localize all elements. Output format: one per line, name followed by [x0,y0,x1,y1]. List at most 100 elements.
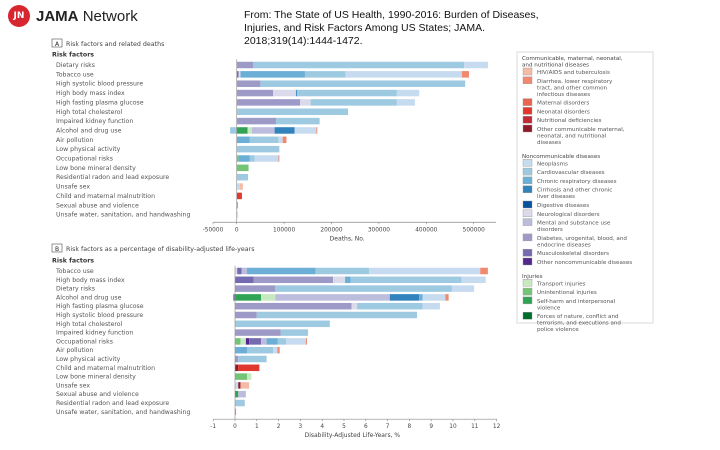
x-tick-label: 7 [386,424,390,430]
legend-item-label: Neonatal disorders [537,109,590,115]
row-label: Unsafe sex [56,184,90,191]
x-tick-label: 300000 [368,227,390,233]
legend-swatch-cirrhosis [522,185,533,193]
row-label: High total cholesterol [56,321,123,328]
row-label: Unsafe water, sanitation, and handwashin… [56,409,190,416]
bar-segment-neonatal [238,364,259,372]
row-label: High total cholesterol [56,109,123,116]
legend-item-label: disorders [537,227,563,233]
legend-item-label: Transport injuries [536,281,586,287]
bar-segment-diarrhea [305,338,307,345]
bar-segment-diarrhea [316,127,318,134]
bar-segment-cardio [296,89,397,97]
bar-segment-cardio [310,99,397,106]
bar-segment-cardio [256,311,418,319]
logo-mark: JN [8,5,30,27]
bar-segment-msk [249,338,262,345]
jama-network-logo[interactable]: JN JAMA Network [8,5,138,27]
legend-swatch-diabetes [522,233,533,242]
bar-segment-neoplasms [273,346,278,354]
bar-segment-mental [251,127,275,134]
panel-title: Risk factors and related deaths [66,41,164,48]
bar-segment-cardio [236,145,280,153]
x-tick-label: 0 [235,227,239,233]
row-label: Low bone mineral density [56,374,136,381]
x-tick-label: 4 [320,424,324,430]
x-tick-label: -50000 [203,227,224,233]
bar-segment-cardio [253,61,465,69]
legend-item-label: Mental and substance use [537,221,611,227]
legend-group-title: Noncommunicable diseases [522,154,600,160]
bar-segment-neoplasms [396,89,420,97]
legend-item-label: infectious diseases [537,92,590,98]
bar-segment-unintentional [236,164,249,172]
bar-segment-cardio [235,320,330,328]
legend-group-title: and nutritional diseases [522,63,589,69]
bar-segment-transport [240,338,246,345]
x-tick-label: 5 [342,424,346,430]
bar-segment-cirrhosis [295,89,297,97]
legend-swatch-other_ncd [522,257,533,266]
row-label: High fasting plasma glucose [56,99,144,106]
bar-segment-neuro [300,99,311,106]
bar-segment-cardio [249,136,279,144]
x-tick-label: 9 [429,424,433,430]
legend-item-label: Self-harm and interpersonal [537,299,616,305]
bar-segment-cardio [315,267,370,275]
row-label: Unsafe water, sanitation, and handwashin… [56,212,190,219]
row-label: Impaired kidney function [56,330,133,337]
bar-segment-diabetes [235,302,352,310]
bar-segment-diabetes [235,311,257,319]
bar-segment-transport [261,294,276,301]
legend-swatch-transport [522,279,533,287]
legend-swatch-neoplasms [522,159,533,167]
bar-segment-diabetes [236,117,277,125]
legend-swatch-neonatal [522,107,533,115]
row-label: Low physical activity [56,146,121,153]
bar-segment-msk [236,71,239,78]
legend-swatch-other_cmnn [522,124,533,133]
legend-item-label: police violence [537,327,579,333]
row-label: Alcohol and drug use [56,127,122,134]
row-label: Occupational risks [56,338,113,345]
bar-segment-cardio [238,355,267,363]
bar-segment-selfharm [235,390,239,398]
bar-segment-neonatal [236,192,242,200]
bar-segment-negative-cardio [230,127,237,134]
bar-segment-diarrhea [445,294,449,301]
bar-segment-hiv [240,382,250,389]
bar-segment-cardio [260,80,466,87]
row-label: Occupational risks [56,156,113,163]
x-tick-label: 400000 [415,227,437,233]
legend-item-label: Diabetes, urogenital, blood, and [537,236,627,242]
bar-segment-other_cmnn [235,364,239,372]
category-header: Risk factors [52,258,94,265]
bar-segment-chronic_resp [246,267,316,275]
legend-item-label: Other communicable maternal, [537,127,625,133]
legend-swatch-nutritional [522,115,533,124]
row-label: Tobacco use [55,268,94,275]
bar-segment-neoplasms [369,267,481,275]
legend-group-title: Communicable, maternal, neonatal, [522,56,623,62]
row-label: Sexual abuse and violence [56,202,139,209]
legend-box [516,51,654,324]
bar-segment-cardio [236,108,349,115]
bar-segment-mental [241,267,247,275]
bar-segment-neuro [273,89,296,97]
x-tick-label: 6 [364,424,368,430]
legend-swatch-msk [522,248,533,257]
panel-title: Risk factors as a percentage of disabili… [66,246,255,253]
legend-swatch-unintentional [522,287,533,296]
legend-swatch-diarrhea [522,76,533,85]
x-tick-label: -1 [210,424,216,430]
bar-segment-diarrhea [480,267,488,275]
x-tick-label: 3 [299,424,303,430]
bar-segment-diarrhea [278,155,280,162]
x-tick-label: 0 [233,424,237,430]
x-tick-label: 500000 [463,227,485,233]
row-label: Low physical activity [56,356,121,363]
bar-segment-transport [247,127,252,134]
bar-segment-other_cmnn [238,382,241,389]
bar-segment-chronic_resp [240,71,305,78]
bar-segment-cardio [249,155,255,162]
